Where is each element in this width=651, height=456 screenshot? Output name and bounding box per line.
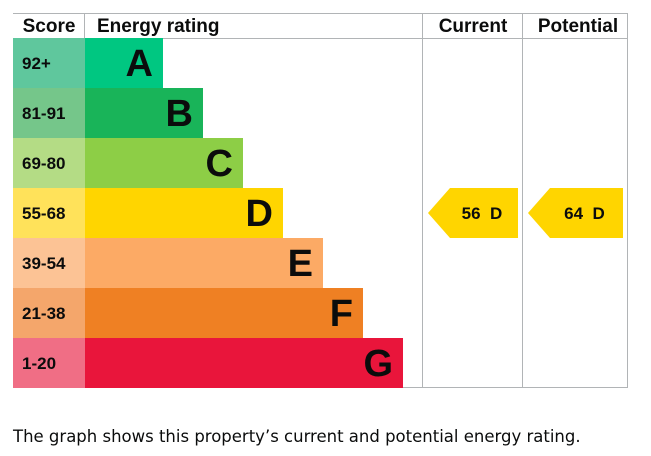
potential-rating-label: 64 D [564, 204, 605, 223]
chart-headers: Score Energy rating Current Potential [23, 16, 619, 37]
score-range-label: 81-91 [22, 104, 65, 123]
score-range-label: 92+ [22, 54, 51, 73]
rating-letter: B [166, 93, 193, 135]
rating-bar-c [85, 138, 243, 188]
rating-markers: 56 D 64 D [428, 188, 623, 238]
rating-bar-e [85, 238, 323, 288]
rating-letter: G [363, 343, 393, 385]
rating-bar-a [85, 38, 163, 88]
score-cell-a [13, 38, 85, 88]
score-cell-f [13, 288, 85, 338]
score-cell-b [13, 88, 85, 138]
score-cell-g [13, 338, 85, 388]
rating-bar-g [85, 338, 403, 388]
rating-letter: C [206, 143, 233, 185]
header-energy-rating: Energy rating [97, 16, 219, 37]
header-potential: Potential [538, 16, 618, 37]
header-current: Current [439, 16, 508, 37]
header-score: Score [23, 16, 76, 37]
rating-letter: F [330, 293, 353, 335]
rating-bar-f [85, 288, 363, 338]
rating-letter: E [288, 243, 313, 285]
score-range-label: 55-68 [22, 204, 65, 223]
score-cell-d [13, 188, 85, 238]
rating-letter: D [246, 193, 273, 235]
score-cell-e [13, 238, 85, 288]
current-rating-arrow [428, 188, 518, 238]
chart-caption: The graph shows this property’s current … [13, 427, 581, 446]
score-range-label: 39-54 [22, 254, 66, 273]
score-range-label: 69-80 [22, 154, 65, 173]
rating-bar-d [85, 188, 283, 238]
rating-bar-b [85, 88, 203, 138]
rating-letter: A [126, 43, 153, 85]
potential-rating-arrow [528, 188, 623, 238]
score-range-label: 21-38 [22, 304, 65, 323]
current-rating-label: 56 D [462, 204, 503, 223]
epc-chart: Score Energy rating Current Potential 92… [13, 13, 628, 388]
score-cell-c [13, 138, 85, 188]
score-range-label: 1-20 [22, 354, 56, 373]
rating-bands: 92+ A 81-91 B 69-80 C 55-68 D 39-54 E 21-38 F 1-20 G [13, 38, 403, 388]
